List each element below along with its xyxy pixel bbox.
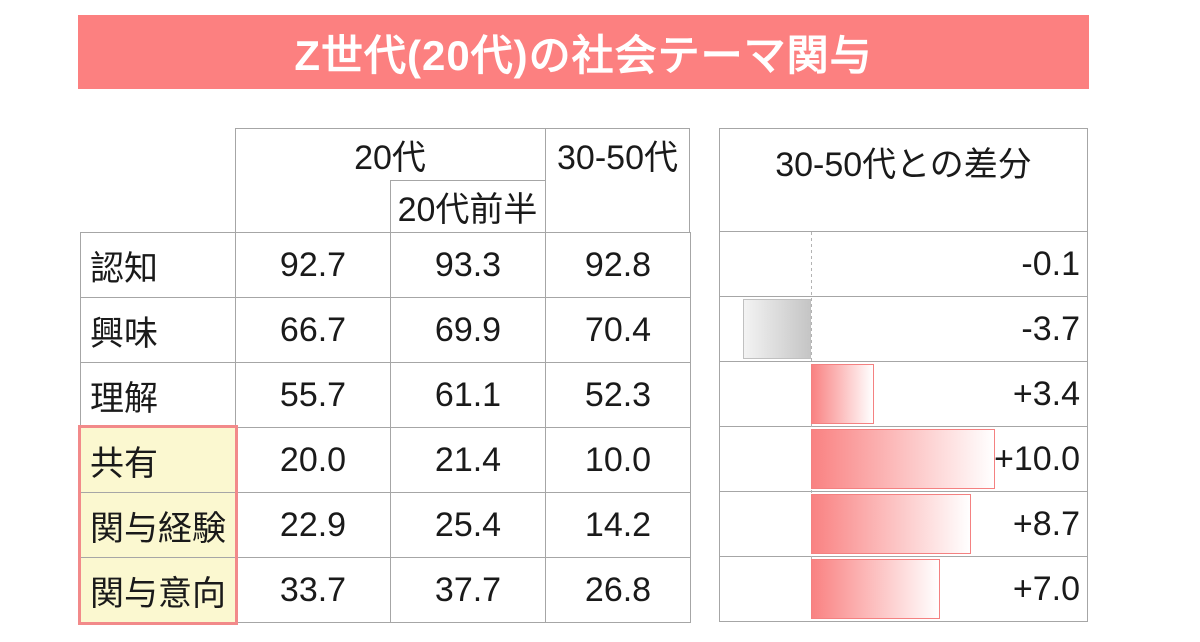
- row-label: 関与意向: [81, 558, 236, 623]
- diff-bar: [811, 429, 995, 489]
- table-row: 興味 66.7 69.9 70.4: [81, 298, 691, 363]
- value-20s: 33.7: [236, 558, 391, 623]
- diff-bar: [811, 364, 874, 424]
- diff-row: -0.1: [719, 232, 1088, 297]
- value-30-50s: 26.8: [546, 558, 691, 623]
- diff-value: +8.7: [1012, 505, 1080, 543]
- row-label: 理解: [81, 363, 236, 428]
- row-label: 関与経験: [81, 493, 236, 558]
- table-row-highlighted: 関与意向 33.7 37.7 26.8: [81, 558, 691, 623]
- table-subheader-box: [390, 180, 546, 232]
- value-30-50s: 14.2: [546, 493, 691, 558]
- value-20s: 92.7: [236, 233, 391, 298]
- title-banner: Z世代(20代)の社会テーマ関与: [78, 15, 1089, 89]
- value-20s-first-half: 61.1: [391, 363, 546, 428]
- diff-bar: [811, 494, 971, 554]
- value-20s-first-half: 21.4: [391, 428, 546, 493]
- value-30-50s: 52.3: [546, 363, 691, 428]
- diff-row: +7.0: [719, 557, 1088, 622]
- diff-row: +10.0: [719, 427, 1088, 492]
- diff-panel: [719, 128, 1088, 622]
- diff-row: +8.7: [719, 492, 1088, 557]
- column-header-20s: 20代: [354, 138, 426, 177]
- value-20s-first-half: 93.3: [391, 233, 546, 298]
- value-20s-first-half: 37.7: [391, 558, 546, 623]
- value-20s: 22.9: [236, 493, 391, 558]
- row-label: 認知: [81, 233, 236, 298]
- value-20s-first-half: 69.9: [391, 298, 546, 363]
- table-row-highlighted: 共有 20.0 21.4 10.0: [81, 428, 691, 493]
- diff-value: +3.4: [1012, 375, 1080, 413]
- row-label: 共有: [81, 428, 236, 493]
- value-20s-first-half: 25.4: [391, 493, 546, 558]
- data-table: 認知 92.7 93.3 92.8 興味 66.7 69.9 70.4 理解 5…: [80, 232, 691, 623]
- diff-value: +10.0: [993, 440, 1080, 478]
- table-row: 認知 92.7 93.3 92.8: [81, 233, 691, 298]
- column-header-20s-first-half: 20代前半: [397, 190, 538, 229]
- diff-value: -0.1: [1021, 245, 1080, 283]
- table-header-outline: [235, 128, 690, 232]
- table-row-highlighted: 関与経験 22.9 25.4 14.2: [81, 493, 691, 558]
- value-20s: 20.0: [236, 428, 391, 493]
- diff-row: +3.4: [719, 362, 1088, 427]
- diff-row: -3.7: [719, 297, 1088, 362]
- row-label: 興味: [81, 298, 236, 363]
- zero-axis-line: [811, 232, 812, 622]
- slide-title: Z世代(20代)の社会テーマ関与: [294, 31, 873, 79]
- value-30-50s: 92.8: [546, 233, 691, 298]
- value-20s: 55.7: [236, 363, 391, 428]
- value-30-50s: 10.0: [546, 428, 691, 493]
- diff-bar: [743, 299, 811, 359]
- value-30-50s: 70.4: [546, 298, 691, 363]
- diff-bar: [811, 559, 940, 619]
- diff-value: -3.7: [1021, 310, 1080, 348]
- diff-value: +7.0: [1012, 570, 1080, 608]
- table-row: 理解 55.7 61.1 52.3: [81, 363, 691, 428]
- value-20s: 66.7: [236, 298, 391, 363]
- diff-panel-header: 30-50代との差分: [719, 128, 1088, 232]
- column-header-30-50s: 30-50代: [557, 138, 678, 177]
